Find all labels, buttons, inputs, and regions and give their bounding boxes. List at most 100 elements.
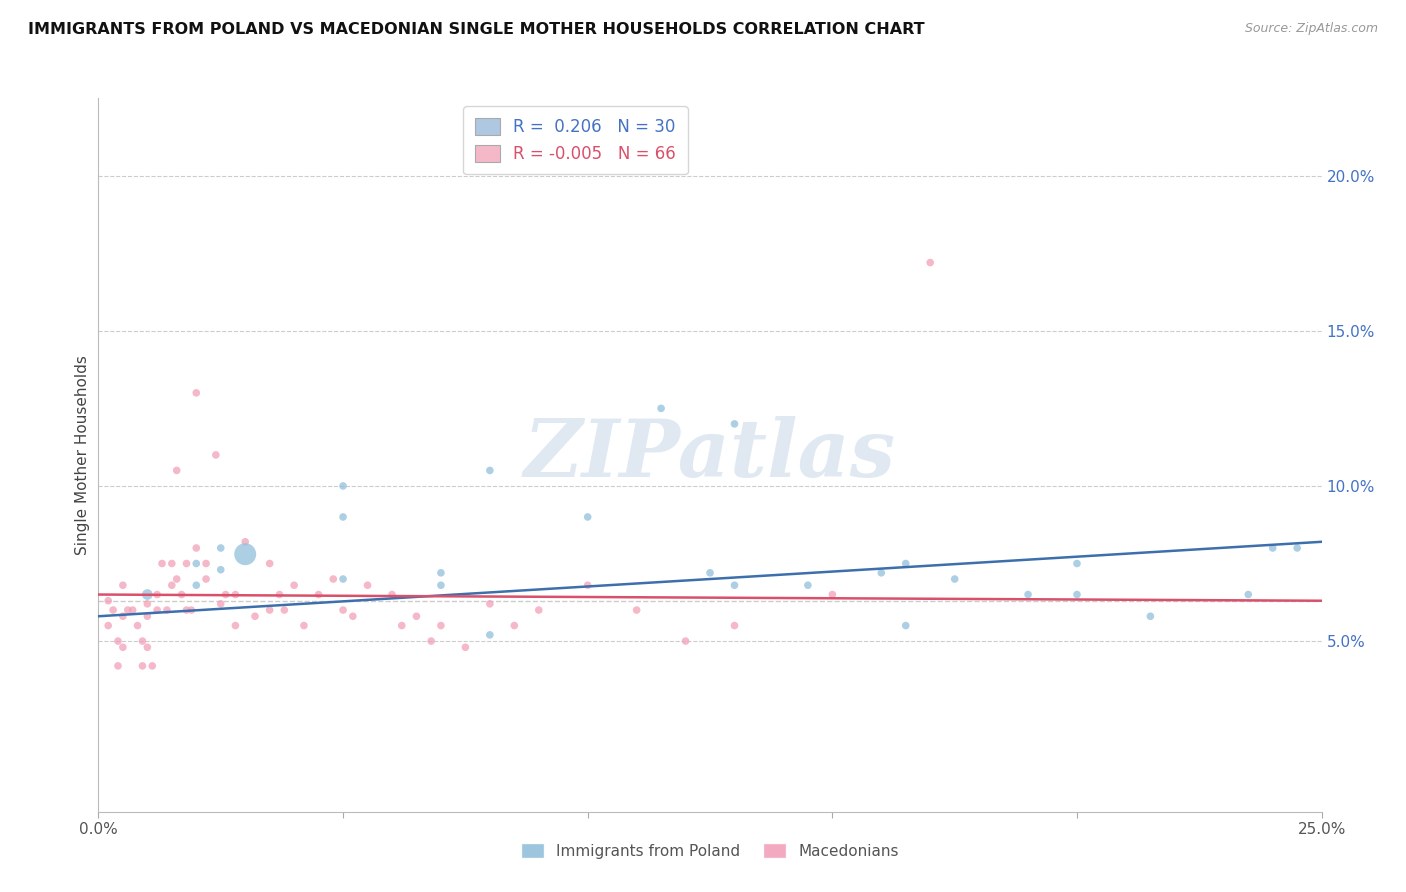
Point: [675, 634, 697, 648]
Point: [723, 417, 745, 431]
Point: [180, 603, 202, 617]
Point: [186, 541, 208, 555]
Point: [101, 603, 124, 617]
Point: [332, 603, 354, 617]
Point: [503, 618, 526, 632]
Point: [332, 479, 354, 493]
Point: [117, 603, 139, 617]
Point: [224, 618, 246, 632]
Point: [332, 510, 354, 524]
Point: [107, 659, 129, 673]
Point: [186, 578, 208, 592]
Point: [97, 593, 120, 607]
Point: [1286, 541, 1309, 555]
Point: [797, 578, 820, 592]
Point: [478, 628, 501, 642]
Point: [209, 541, 232, 555]
Point: [136, 588, 159, 602]
Point: [156, 603, 179, 617]
Point: [356, 578, 378, 592]
Point: [195, 557, 218, 571]
Point: [699, 566, 721, 580]
Point: [454, 640, 477, 655]
Point: [308, 588, 330, 602]
Point: [150, 557, 173, 571]
Point: [576, 510, 599, 524]
Point: [111, 640, 134, 655]
Point: [160, 557, 183, 571]
Point: [1139, 609, 1161, 624]
Point: [166, 572, 188, 586]
Text: IMMIGRANTS FROM POLAND VS MACEDONIAN SINGLE MOTHER HOUSEHOLDS CORRELATION CHART: IMMIGRANTS FROM POLAND VS MACEDONIAN SIN…: [28, 22, 925, 37]
Point: [136, 609, 159, 624]
Point: [170, 588, 193, 602]
Point: [920, 255, 942, 269]
Point: [292, 618, 315, 632]
Point: [127, 618, 149, 632]
Text: ZIPatlas: ZIPatlas: [524, 417, 896, 493]
Point: [233, 547, 256, 561]
Point: [478, 463, 501, 477]
Point: [821, 588, 844, 602]
Point: [209, 597, 232, 611]
Point: [894, 557, 917, 571]
Point: [195, 572, 218, 586]
Point: [626, 603, 648, 617]
Point: [131, 634, 153, 648]
Point: [870, 566, 893, 580]
Point: [723, 618, 745, 632]
Point: [322, 572, 344, 586]
Point: [209, 563, 232, 577]
Point: [723, 578, 745, 592]
Point: [166, 463, 188, 477]
Point: [430, 566, 453, 580]
Point: [342, 609, 364, 624]
Point: [478, 597, 501, 611]
Point: [943, 572, 966, 586]
Point: [1017, 588, 1039, 602]
Point: [186, 557, 208, 571]
Point: [405, 609, 427, 624]
Text: Source: ZipAtlas.com: Source: ZipAtlas.com: [1244, 22, 1378, 36]
Point: [650, 401, 672, 416]
Point: [283, 578, 305, 592]
Point: [1066, 557, 1088, 571]
Point: [136, 597, 159, 611]
Point: [430, 578, 453, 592]
Point: [131, 659, 153, 673]
Legend: Immigrants from Poland, Macedonians: Immigrants from Poland, Macedonians: [515, 837, 905, 864]
Point: [1261, 541, 1284, 555]
Point: [527, 603, 550, 617]
Point: [259, 557, 281, 571]
Point: [176, 603, 198, 617]
Point: [97, 618, 120, 632]
Point: [273, 603, 295, 617]
Point: [186, 385, 208, 400]
Point: [1066, 588, 1088, 602]
Point: [576, 578, 599, 592]
Point: [205, 448, 228, 462]
Point: [111, 609, 134, 624]
Point: [894, 618, 917, 632]
Point: [160, 578, 183, 592]
Point: [381, 588, 404, 602]
Y-axis label: Single Mother Households: Single Mother Households: [75, 355, 90, 555]
Point: [107, 634, 129, 648]
Point: [420, 634, 443, 648]
Point: [146, 603, 169, 617]
Point: [391, 618, 413, 632]
Point: [224, 588, 246, 602]
Point: [214, 588, 236, 602]
Point: [1237, 588, 1260, 602]
Point: [111, 578, 134, 592]
Point: [136, 640, 159, 655]
Point: [176, 557, 198, 571]
Point: [233, 534, 256, 549]
Point: [269, 588, 291, 602]
Point: [121, 603, 143, 617]
Point: [146, 588, 169, 602]
Point: [430, 618, 453, 632]
Point: [243, 609, 266, 624]
Point: [259, 603, 281, 617]
Point: [332, 572, 354, 586]
